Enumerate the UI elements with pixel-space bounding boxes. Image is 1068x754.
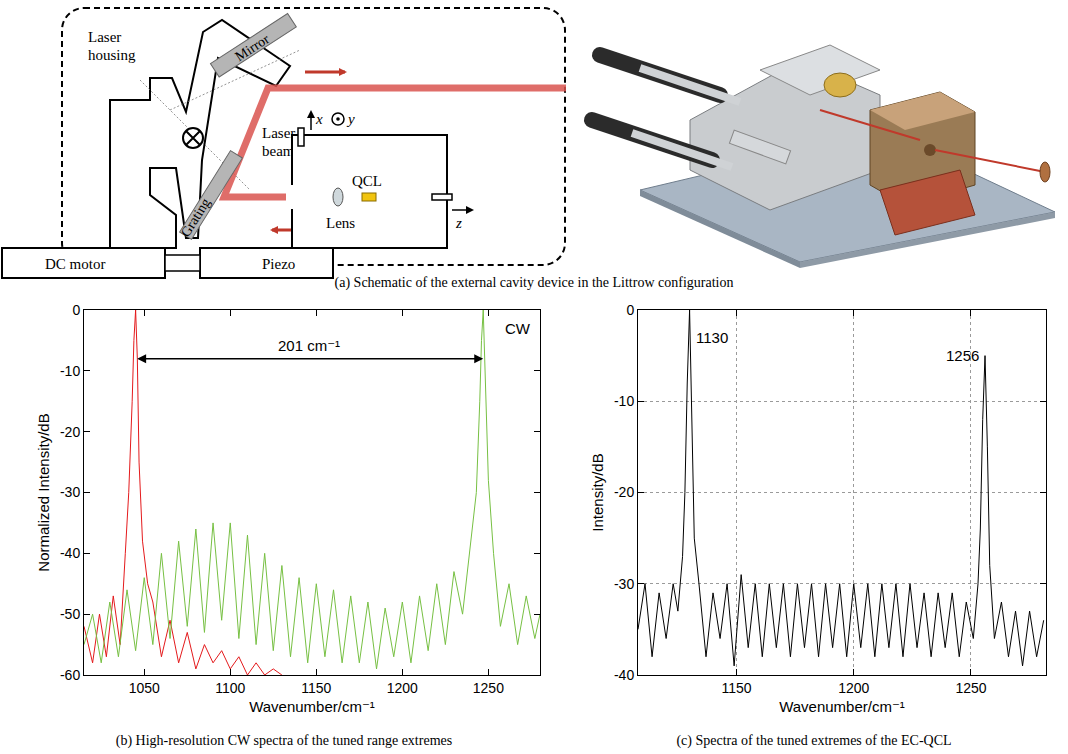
svg-text:-50: -50 bbox=[60, 606, 80, 622]
svg-text:z: z bbox=[455, 215, 462, 231]
html-text:(b) High-resolution CW spectra: (b) High-resolution CW spectra of the tu… bbox=[115, 733, 453, 748]
svg-text:-20: -20 bbox=[614, 484, 634, 500]
svg-text:1150: 1150 bbox=[721, 680, 751, 696]
svg-text:QCL: QCL bbox=[352, 173, 382, 189]
svg-text:Wavenumber/cm⁻¹: Wavenumber/cm⁻¹ bbox=[779, 698, 905, 715]
svg-text:DC motor: DC motor bbox=[45, 256, 105, 272]
svg-text:-30: -30 bbox=[614, 576, 634, 592]
svg-text:-40: -40 bbox=[614, 667, 634, 683]
svg-text:Wavenumber/cm⁻¹: Wavenumber/cm⁻¹ bbox=[249, 698, 375, 715]
svg-text:1200: 1200 bbox=[838, 680, 869, 696]
html-text:(c) Spectra of the tuned extre: (c) Spectra of the tuned extremes of the… bbox=[676, 733, 952, 748]
svg-text:Lens: Lens bbox=[326, 215, 355, 231]
svg-text:0: 0 bbox=[72, 302, 80, 318]
svg-text:1050: 1050 bbox=[129, 680, 160, 696]
svg-text:x: x bbox=[315, 111, 323, 127]
svg-text:0: 0 bbox=[626, 302, 634, 318]
svg-text:Normalized Intensity/dB: Normalized Intensity/dB bbox=[35, 413, 52, 571]
svg-text:1100: 1100 bbox=[215, 680, 245, 696]
svg-text:Mirror: Mirror bbox=[233, 31, 273, 64]
svg-text:CW: CW bbox=[505, 320, 531, 337]
svg-text:201 cm⁻¹: 201 cm⁻¹ bbox=[278, 337, 340, 354]
svg-text:Grating: Grating bbox=[178, 195, 213, 239]
svg-text:Laserhousing: Laserhousing bbox=[88, 29, 136, 63]
svg-text:1150: 1150 bbox=[301, 680, 331, 696]
svg-text:Laserbeam: Laserbeam bbox=[262, 125, 295, 159]
svg-text:-30: -30 bbox=[60, 484, 80, 500]
svg-text:-10: -10 bbox=[614, 393, 634, 409]
svg-text:1256: 1256 bbox=[946, 347, 979, 364]
svg-text:1250: 1250 bbox=[473, 680, 504, 696]
svg-text:Piezo: Piezo bbox=[262, 256, 295, 272]
svg-text:-60: -60 bbox=[60, 667, 80, 683]
svg-text:-40: -40 bbox=[60, 545, 80, 561]
svg-text:Intensity/dB: Intensity/dB bbox=[589, 453, 606, 531]
svg-text:y: y bbox=[346, 111, 355, 127]
svg-text:1250: 1250 bbox=[955, 680, 986, 696]
svg-text:1130: 1130 bbox=[696, 329, 728, 346]
svg-text:1200: 1200 bbox=[387, 680, 418, 696]
svg-text:-20: -20 bbox=[60, 424, 80, 440]
html-text:(a) Schematic of the external: (a) Schematic of the external cavity dev… bbox=[334, 275, 734, 290]
svg-text:-10: -10 bbox=[60, 363, 80, 379]
